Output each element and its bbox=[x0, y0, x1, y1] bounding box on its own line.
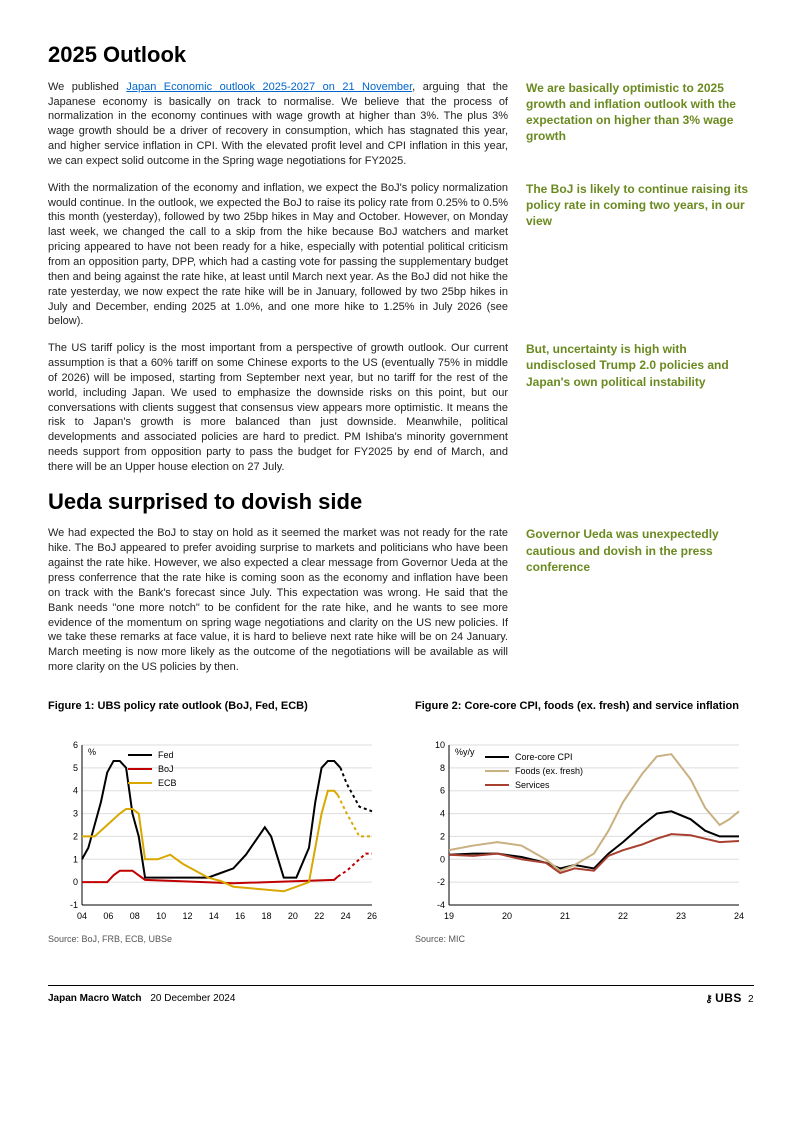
svg-text:Fed: Fed bbox=[158, 750, 174, 760]
sidenote-3: But, uncertainty is high with undisclose… bbox=[526, 341, 754, 475]
svg-text:08: 08 bbox=[130, 911, 140, 921]
svg-text:%: % bbox=[88, 747, 96, 757]
svg-text:BoJ: BoJ bbox=[158, 764, 174, 774]
svg-text:12: 12 bbox=[182, 911, 192, 921]
svg-text:2: 2 bbox=[73, 831, 78, 841]
svg-text:18: 18 bbox=[262, 911, 272, 921]
svg-text:Services: Services bbox=[515, 780, 550, 790]
svg-text:26: 26 bbox=[367, 911, 377, 921]
svg-text:21: 21 bbox=[560, 911, 570, 921]
chart-1-box: -10123456%040608101214161820222426FedBoJ… bbox=[48, 737, 387, 927]
heading-ueda: Ueda surprised to dovish side bbox=[48, 487, 754, 517]
footer-left: Japan Macro Watch 20 December 2024 bbox=[48, 992, 235, 1006]
outlook-link[interactable]: Japan Economic outlook 2025-2027 on 21 N… bbox=[126, 81, 412, 93]
svg-text:23: 23 bbox=[676, 911, 686, 921]
svg-text:-4: -4 bbox=[437, 900, 445, 910]
sidenote-4: Governor Ueda was unexpectedly cautious … bbox=[526, 526, 754, 674]
para-1: We published Japan Economic outlook 2025… bbox=[48, 80, 508, 169]
svg-text:20: 20 bbox=[502, 911, 512, 921]
svg-text:24: 24 bbox=[734, 911, 744, 921]
sidenote-1: We are basically optimistic to 2025 grow… bbox=[526, 80, 754, 169]
svg-text:10: 10 bbox=[435, 740, 445, 750]
footer-right: ⚷UBS 2 bbox=[705, 990, 754, 1007]
chart-2-box: -4-20246810%y/y192021222324Core-core CPI… bbox=[415, 737, 754, 927]
para-4: We had expected the BoJ to stay on hold … bbox=[48, 526, 508, 674]
para-block-4: We had expected the BoJ to stay on hold … bbox=[48, 526, 754, 674]
chart-1-svg: -10123456%040608101214161820222426FedBoJ… bbox=[48, 737, 378, 927]
svg-text:22: 22 bbox=[314, 911, 324, 921]
p1-post: , arguing that the Japanese economy is b… bbox=[48, 81, 508, 167]
svg-text:Core-core CPI: Core-core CPI bbox=[515, 752, 573, 762]
svg-text:3: 3 bbox=[73, 808, 78, 818]
footer-title: Japan Macro Watch bbox=[48, 993, 142, 1004]
para-block-2: With the normalization of the economy an… bbox=[48, 181, 754, 329]
svg-text:6: 6 bbox=[440, 786, 445, 796]
svg-text:4: 4 bbox=[73, 786, 78, 796]
svg-text:10: 10 bbox=[156, 911, 166, 921]
svg-text:06: 06 bbox=[103, 911, 113, 921]
svg-text:04: 04 bbox=[77, 911, 87, 921]
para-block-1: We published Japan Economic outlook 2025… bbox=[48, 80, 754, 169]
svg-text:19: 19 bbox=[444, 911, 454, 921]
heading-2025-outlook: 2025 Outlook bbox=[48, 40, 754, 70]
svg-text:22: 22 bbox=[618, 911, 628, 921]
p1-pre: We published bbox=[48, 81, 126, 93]
page: 2025 Outlook We published Japan Economic… bbox=[0, 0, 802, 1100]
figure-1-title: Figure 1: UBS policy rate outlook (BoJ, … bbox=[48, 699, 387, 727]
sidenote-2: The BoJ is likely to continue raising it… bbox=[526, 181, 754, 329]
footer-brand: UBS bbox=[715, 991, 742, 1005]
figure-2-title: Figure 2: Core-core CPI, foods (ex. fres… bbox=[415, 699, 754, 727]
svg-text:2: 2 bbox=[440, 831, 445, 841]
ubs-keys-icon: ⚷ bbox=[705, 994, 713, 1005]
footer-date: 20 December 2024 bbox=[150, 993, 235, 1004]
figure-1: Figure 1: UBS policy rate outlook (BoJ, … bbox=[48, 699, 387, 945]
svg-text:4: 4 bbox=[440, 808, 445, 818]
svg-text:0: 0 bbox=[73, 877, 78, 887]
svg-text:-2: -2 bbox=[437, 877, 445, 887]
svg-text:5: 5 bbox=[73, 763, 78, 773]
svg-text:6: 6 bbox=[73, 740, 78, 750]
footer-page: 2 bbox=[748, 994, 754, 1005]
svg-text:-1: -1 bbox=[70, 900, 78, 910]
figure-1-source: Source: BoJ, FRB, ECB, UBSe bbox=[48, 933, 387, 945]
svg-text:1: 1 bbox=[73, 854, 78, 864]
figure-2-source: Source: MIC bbox=[415, 933, 754, 945]
para-3: The US tariff policy is the most importa… bbox=[48, 341, 508, 475]
para-2: With the normalization of the economy an… bbox=[48, 181, 508, 329]
svg-text:16: 16 bbox=[235, 911, 245, 921]
svg-text:20: 20 bbox=[288, 911, 298, 921]
svg-text:0: 0 bbox=[440, 854, 445, 864]
figure-row: Figure 1: UBS policy rate outlook (BoJ, … bbox=[48, 699, 754, 945]
svg-text:24: 24 bbox=[341, 911, 351, 921]
svg-text:14: 14 bbox=[209, 911, 219, 921]
svg-text:Foods (ex. fresh): Foods (ex. fresh) bbox=[515, 766, 583, 776]
svg-text:%y/y: %y/y bbox=[455, 747, 475, 757]
svg-text:ECB: ECB bbox=[158, 778, 177, 788]
chart-2-svg: -4-20246810%y/y192021222324Core-core CPI… bbox=[415, 737, 745, 927]
svg-text:8: 8 bbox=[440, 763, 445, 773]
figure-2: Figure 2: Core-core CPI, foods (ex. fres… bbox=[415, 699, 754, 945]
footer: Japan Macro Watch 20 December 2024 ⚷UBS 2 bbox=[48, 985, 754, 1007]
para-block-3: The US tariff policy is the most importa… bbox=[48, 341, 754, 475]
